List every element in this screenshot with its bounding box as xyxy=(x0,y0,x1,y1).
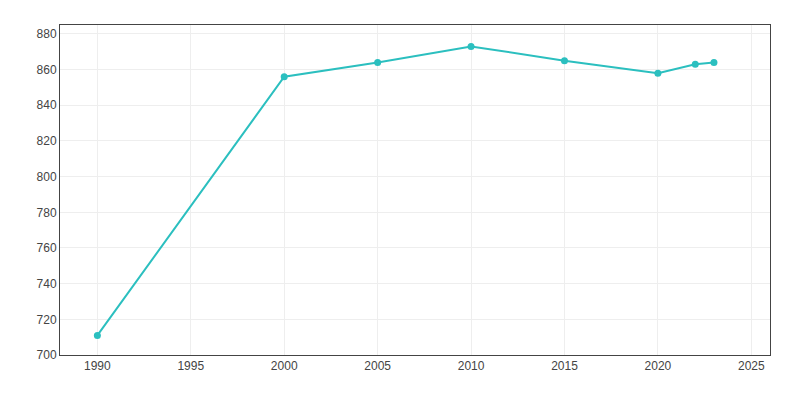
svg-text:720: 720 xyxy=(37,313,57,327)
svg-text:700: 700 xyxy=(37,348,57,362)
svg-text:2000: 2000 xyxy=(271,359,298,373)
svg-text:860: 860 xyxy=(37,63,57,77)
svg-text:1995: 1995 xyxy=(177,359,204,373)
svg-text:740: 740 xyxy=(37,277,57,291)
svg-text:2005: 2005 xyxy=(364,359,391,373)
svg-text:880: 880 xyxy=(37,27,57,41)
svg-text:840: 840 xyxy=(37,98,57,112)
svg-text:2025: 2025 xyxy=(738,359,765,373)
svg-text:820: 820 xyxy=(37,134,57,148)
svg-text:760: 760 xyxy=(37,241,57,255)
svg-text:2010: 2010 xyxy=(458,359,485,373)
svg-text:1990: 1990 xyxy=(84,359,111,373)
svg-text:800: 800 xyxy=(37,170,57,184)
svg-text:2015: 2015 xyxy=(551,359,578,373)
svg-text:780: 780 xyxy=(37,206,57,220)
svg-text:2020: 2020 xyxy=(645,359,672,373)
